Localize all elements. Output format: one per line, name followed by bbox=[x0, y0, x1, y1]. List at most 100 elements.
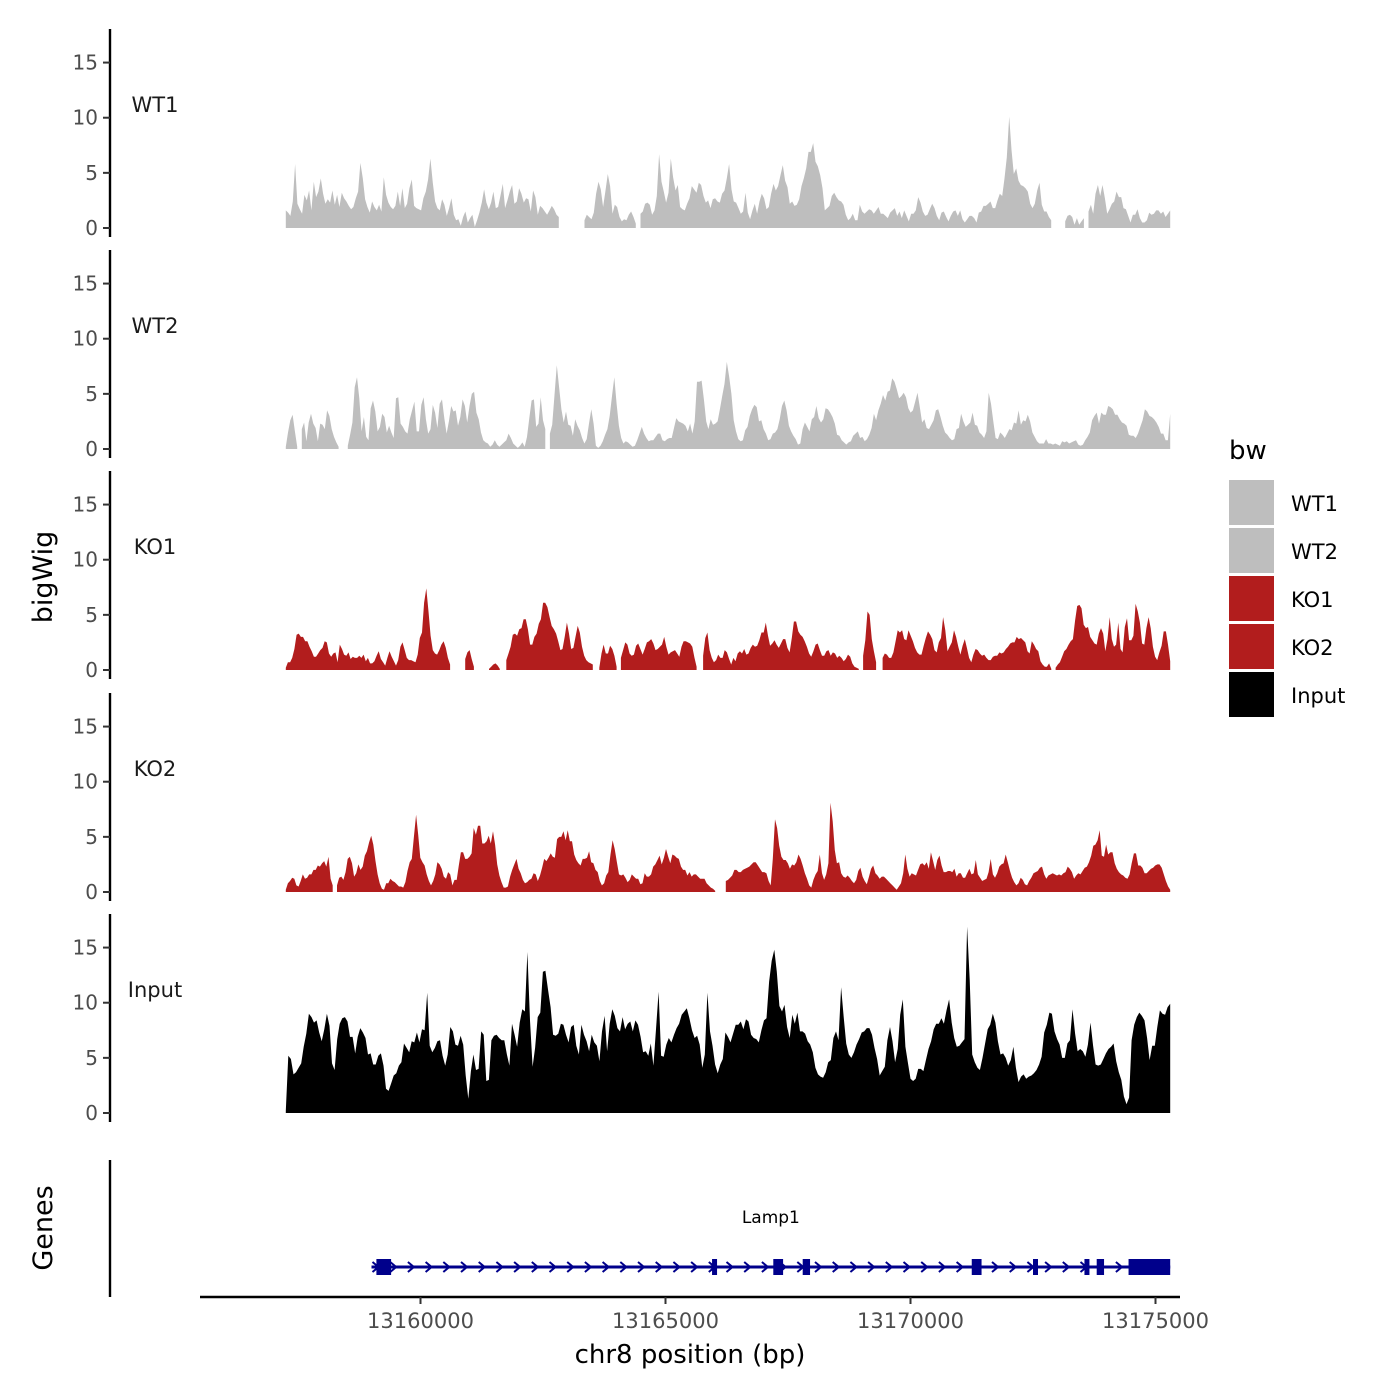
strand-arrow bbox=[478, 1261, 487, 1273]
area-segment-WT1 bbox=[1065, 214, 1084, 228]
panel-label-WT1: WT1 bbox=[132, 93, 179, 117]
track-KO2: 0 5 10 15 KO2 bbox=[73, 693, 1171, 904]
panel-label-WT2: WT2 bbox=[132, 314, 179, 338]
track-Input: 0 5 10 15 Input bbox=[73, 914, 1171, 1125]
gene-exon bbox=[971, 1259, 982, 1275]
area-segment-KO1 bbox=[1055, 603, 1171, 670]
y-tick-label: 10 bbox=[73, 327, 98, 351]
y-tick-label: 0 bbox=[85, 658, 98, 682]
y-tick-label: 15 bbox=[73, 272, 98, 296]
gene-name-label: Lamp1 bbox=[742, 1208, 800, 1228]
strand-arrow bbox=[920, 1261, 929, 1273]
legend-label-WT1: WT1 bbox=[1291, 492, 1338, 516]
panel-label-Input: Input bbox=[128, 978, 182, 1002]
strand-arrow bbox=[655, 1261, 664, 1273]
x-tick-label: 13160000 bbox=[367, 1309, 474, 1333]
area-segment-KO2 bbox=[725, 802, 1171, 892]
strand-arrow bbox=[637, 1261, 646, 1273]
x-tick-label: 13165000 bbox=[612, 1309, 719, 1333]
legend-key-KO2 bbox=[1229, 624, 1274, 669]
strand-arrow bbox=[601, 1261, 611, 1273]
y-tick-label: 5 bbox=[85, 1046, 98, 1070]
area-segment-WT2 bbox=[347, 377, 546, 449]
y-tick-label: 10 bbox=[73, 548, 98, 572]
x-tick-label: 13175000 bbox=[1102, 1309, 1209, 1333]
legend-key-KO1 bbox=[1229, 576, 1274, 621]
strand-arrow bbox=[619, 1261, 628, 1273]
y-tick-label: 0 bbox=[85, 1101, 98, 1125]
strand-arrow bbox=[1062, 1261, 1071, 1273]
area-segment-Input bbox=[285, 926, 1171, 1113]
strand-arrow bbox=[991, 1261, 1000, 1273]
strand-arrow bbox=[566, 1261, 575, 1273]
gene-exon bbox=[773, 1259, 784, 1275]
strand-arrow bbox=[548, 1261, 558, 1273]
area-segment-KO1 bbox=[863, 611, 877, 670]
area-segment-WT2 bbox=[549, 361, 1171, 449]
gene-exon bbox=[1084, 1259, 1090, 1275]
legend-title: bw bbox=[1229, 436, 1267, 466]
strand-arrow bbox=[1009, 1261, 1018, 1273]
area-segment-WT1 bbox=[1088, 185, 1171, 228]
area-segment-WT1 bbox=[584, 174, 636, 228]
y-tick-label: 15 bbox=[73, 715, 98, 739]
x-axis-label: chr8 position (bp) bbox=[575, 1340, 806, 1370]
y-axis-label: bigWig bbox=[28, 531, 59, 624]
strand-arrow bbox=[513, 1261, 522, 1273]
strand-arrow bbox=[460, 1261, 469, 1273]
area-segment-KO1 bbox=[489, 663, 500, 670]
y-tick-label: 5 bbox=[85, 161, 98, 185]
legend-key-WT1 bbox=[1229, 480, 1274, 525]
gene-exon bbox=[712, 1259, 718, 1275]
legend-label-WT2: WT2 bbox=[1291, 540, 1338, 564]
area-segment-KO2 bbox=[337, 814, 716, 892]
area-segment-KO1 bbox=[285, 588, 451, 670]
legend: bw WT1 WT2 KO1 KO2 Input bbox=[1229, 436, 1345, 717]
strand-arrow bbox=[1044, 1261, 1053, 1273]
area-segment-WT2 bbox=[301, 410, 339, 449]
x-tick-label: 13170000 bbox=[857, 1309, 964, 1333]
x-axis: 13160000 13165000 13170000 13175000 bbox=[200, 1295, 1209, 1333]
strand-arrow bbox=[725, 1261, 735, 1273]
strand-arrow bbox=[814, 1261, 823, 1273]
strand-arrow bbox=[938, 1261, 947, 1273]
area-segment-KO1 bbox=[599, 644, 617, 670]
area-segment-WT2 bbox=[285, 414, 298, 449]
area-segment-KO1 bbox=[620, 636, 697, 670]
area-segment-KO2 bbox=[285, 856, 333, 892]
legend-label-Input: Input bbox=[1291, 684, 1345, 708]
strand-arrow bbox=[955, 1261, 965, 1273]
strand-arrow bbox=[761, 1261, 770, 1273]
strand-arrow bbox=[407, 1261, 416, 1273]
strand-arrow bbox=[832, 1261, 841, 1273]
strand-arrow bbox=[495, 1261, 504, 1273]
y-tick-label: 5 bbox=[85, 382, 98, 406]
gene-exon bbox=[376, 1259, 392, 1275]
strand-arrow bbox=[885, 1261, 894, 1273]
y-tick-label: 0 bbox=[85, 437, 98, 461]
area-segment-KO1 bbox=[703, 621, 859, 670]
panel-label-KO1: KO1 bbox=[134, 535, 177, 559]
gene-exon bbox=[802, 1259, 811, 1275]
area-segment-KO1 bbox=[882, 617, 1052, 670]
gene-exon bbox=[1096, 1259, 1105, 1275]
legend-key-Input bbox=[1229, 672, 1274, 717]
y-tick-label: 0 bbox=[85, 880, 98, 904]
strand-arrow bbox=[867, 1261, 876, 1273]
y-tick-label: 5 bbox=[85, 603, 98, 627]
track-WT2: 0 5 10 15 WT2 bbox=[73, 250, 1171, 461]
strand-arrow bbox=[389, 1261, 398, 1273]
track-KO1: 0 5 10 15 KO1 bbox=[73, 471, 1171, 682]
strand-arrow bbox=[672, 1261, 681, 1273]
y-tick-label: 10 bbox=[73, 770, 98, 794]
area-segment-WT1 bbox=[285, 158, 559, 228]
area-segment-KO1 bbox=[506, 602, 593, 670]
strand-arrow bbox=[743, 1261, 752, 1273]
legend-key-WT2 bbox=[1229, 528, 1274, 573]
bigwig-panels: 0 5 10 15 WT1 0 5 10 15 WT2 0 5 10 15 KO1 0 5 10 15 KO2 0 5 10… bbox=[73, 29, 1171, 1125]
strand-arrow bbox=[584, 1261, 593, 1273]
genes-track: Lamp1 bbox=[108, 1160, 1171, 1297]
legend-label-KO1: KO1 bbox=[1291, 588, 1334, 612]
y-tick-label: 5 bbox=[85, 825, 98, 849]
gene-exon bbox=[1128, 1259, 1171, 1275]
